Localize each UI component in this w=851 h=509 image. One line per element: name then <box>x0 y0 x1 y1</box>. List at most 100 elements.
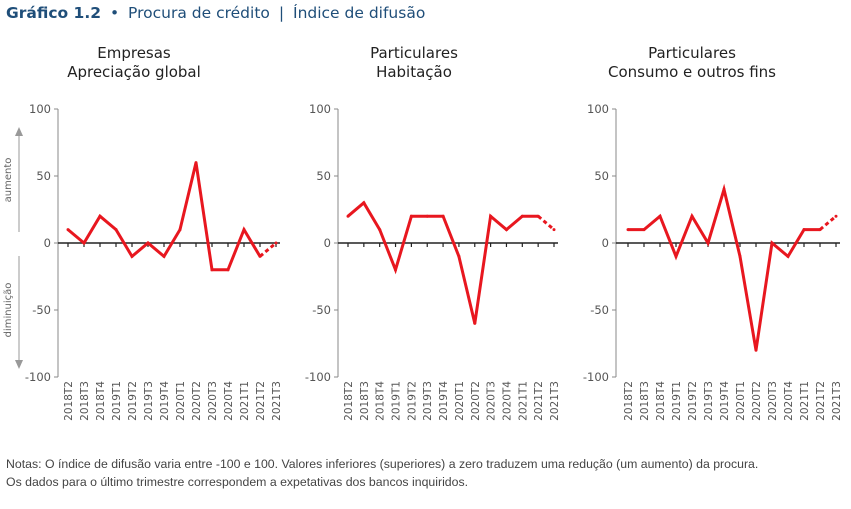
chart-panel-3: 100 50 0 -50 -100 2018T2 2018T3 2018T4 2019T1 201… <box>583 102 843 421</box>
x-tick-label: 2020T3 <box>207 381 219 421</box>
down-arrow-icon <box>15 360 23 369</box>
data-point <box>146 241 150 245</box>
x-tick-label: 2018T4 <box>655 381 667 421</box>
data-point <box>178 228 182 232</box>
label-diminuicao: diminuição <box>3 283 14 338</box>
series-line <box>628 183 820 351</box>
y-tick-label: 100 <box>309 102 331 116</box>
data-point <box>754 348 758 352</box>
data-point <box>802 228 806 232</box>
data-point <box>258 254 262 258</box>
notes: Notas: O índice de difusão varia entre -… <box>6 455 846 491</box>
y-tick-label: -100 <box>305 370 331 384</box>
data-point <box>82 241 86 245</box>
data-point <box>722 187 726 191</box>
data-point <box>834 214 838 218</box>
y-tick-label: 100 <box>29 102 51 116</box>
data-point <box>162 254 166 258</box>
panel-3-heading: Particulares Consumo e outros fins <box>562 44 822 82</box>
notes-line-1: Notas: O índice de difusão varia entre -… <box>6 457 759 471</box>
series-line <box>67 162 262 272</box>
y-tick-label: 0 <box>602 236 609 250</box>
x-tick-label: 2020T2 <box>470 381 482 421</box>
data-point <box>738 254 742 258</box>
data-point <box>536 214 540 218</box>
data-point <box>210 268 214 272</box>
y-tick-label: 50 <box>594 169 609 183</box>
figure-subtitle: Índice de difusão <box>293 4 426 22</box>
x-tick-label: 2020T1 <box>454 381 466 421</box>
y-tick-label: -100 <box>25 370 51 384</box>
figure-header: Gráfico 1.2 • Procura de crédito | Índic… <box>6 4 425 22</box>
data-point <box>690 214 694 218</box>
x-tick-label: 2021T1 <box>799 381 811 421</box>
data-point <box>674 254 678 258</box>
data-point <box>394 268 398 272</box>
data-point <box>473 321 477 325</box>
figure-title: Procura de crédito <box>128 4 270 22</box>
x-tick-label: 2020T4 <box>501 381 513 421</box>
x-tick-label: 2019T4 <box>438 381 450 421</box>
data-point <box>457 254 461 258</box>
x-tick-label: 2020T4 <box>783 381 795 421</box>
x-tick-label: 2021T3 <box>271 381 283 421</box>
x-tick-label: 2020T3 <box>767 381 779 421</box>
y-tick-label: 100 <box>587 102 609 116</box>
y-tick-label: -50 <box>32 303 51 317</box>
y-tick-label: -50 <box>590 303 609 317</box>
x-tick-label: 2021T1 <box>239 381 251 421</box>
data-point <box>425 214 429 218</box>
data-point <box>658 214 662 218</box>
y-tick-label: -100 <box>583 370 609 384</box>
data-point <box>114 228 118 232</box>
data-point <box>378 228 382 232</box>
x-tick-label: 2020T2 <box>751 381 763 421</box>
x-tick-label: 2018T3 <box>79 381 91 421</box>
y-tick-label: 0 <box>44 236 51 250</box>
data-point <box>242 228 246 232</box>
x-tick-label: 2018T2 <box>623 381 635 421</box>
x-tick-label: 2021T2 <box>815 381 827 421</box>
x-tick-label: 2019T4 <box>719 381 731 421</box>
data-point <box>194 161 198 165</box>
chart-panel-1: 100 50 0 -50 -100 2018T2 2018T3 2018T4 2019T1 201… <box>25 102 283 421</box>
data-point <box>362 201 366 205</box>
header-bullet: • <box>109 4 120 22</box>
direction-indicator: aumento diminuição <box>3 127 23 369</box>
data-point <box>706 241 710 245</box>
panel-2-title: Particulares <box>370 44 458 62</box>
x-tick-label: 2020T1 <box>175 381 187 421</box>
panel-2-heading: Particulares Habitação <box>284 44 544 82</box>
panel-3-title: Particulares <box>648 44 736 62</box>
panel-1-title: Empresas <box>97 44 171 62</box>
x-tick-label: 2018T4 <box>95 381 107 421</box>
data-point <box>770 241 774 245</box>
x-tick-label: 2021T2 <box>533 381 545 421</box>
notes-line-2: Os dados para o último trimestre corresp… <box>6 475 469 489</box>
data-point <box>504 228 508 232</box>
data-point <box>818 228 822 232</box>
x-tick-label: 2019T2 <box>127 381 139 421</box>
data-point <box>642 228 646 232</box>
x-tick-label: 2019T4 <box>159 381 171 421</box>
data-point <box>489 214 493 218</box>
data-point <box>226 268 230 272</box>
x-tick-label: 2019T3 <box>422 381 434 421</box>
data-point <box>346 214 350 218</box>
x-tick-label: 2021T3 <box>831 381 843 421</box>
x-tick-label: 2019T1 <box>391 381 403 421</box>
x-tick-label: 2019T3 <box>143 381 155 421</box>
y-tick-label: 50 <box>316 169 331 183</box>
x-tick-label: 2018T2 <box>343 381 355 421</box>
x-tick-label: 2020T2 <box>191 381 203 421</box>
data-point <box>274 241 278 245</box>
header-separator: | <box>278 4 285 22</box>
x-tick-label: 2021T2 <box>255 381 267 421</box>
data-point <box>98 214 102 218</box>
x-tick-label: 2018T3 <box>359 381 371 421</box>
series-line-expectation <box>259 241 277 258</box>
data-point <box>786 254 790 258</box>
x-tick-label: 2021T3 <box>549 381 561 421</box>
series-line-expectation <box>537 215 555 231</box>
